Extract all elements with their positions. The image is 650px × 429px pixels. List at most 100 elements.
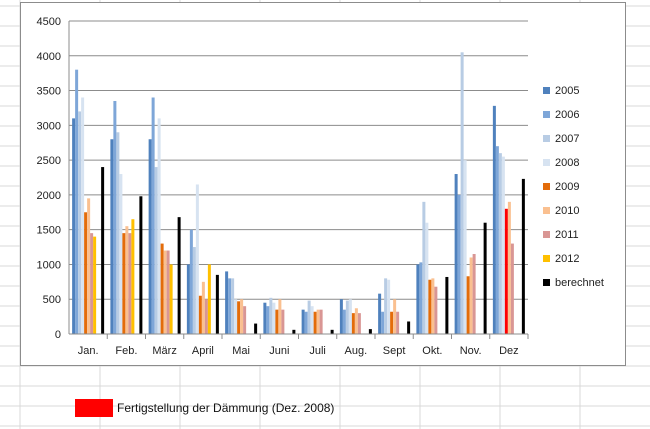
bar (387, 279, 391, 334)
note-text: Fertigstellung der Dämmung (Dez. 2008) (117, 401, 335, 415)
bar (151, 97, 155, 334)
bar (275, 309, 279, 334)
x-tick-label: Juli (309, 345, 326, 357)
bar (215, 274, 219, 334)
bar (166, 250, 170, 334)
bar (460, 52, 464, 335)
x-tick-label: Aug. (345, 345, 368, 357)
bar (254, 323, 258, 334)
bar (339, 299, 343, 334)
legend-swatch (543, 255, 550, 262)
legend-swatch (543, 87, 550, 94)
bar (84, 212, 88, 334)
bar (122, 233, 126, 334)
bar (422, 201, 426, 334)
y-tick-label: 3500 (37, 86, 61, 98)
bar (231, 278, 235, 334)
bar (266, 306, 270, 334)
bar (281, 309, 285, 334)
x-tick-label: März (152, 345, 176, 357)
bar (378, 293, 382, 334)
legend-label: 2012 (555, 253, 579, 265)
bar (201, 281, 205, 334)
bar (393, 299, 397, 334)
bar (189, 229, 193, 334)
x-tick-label: Jan. (78, 345, 99, 357)
bar (163, 250, 167, 334)
bar (431, 278, 435, 334)
bar (466, 276, 470, 334)
bar (225, 271, 229, 334)
bar (307, 300, 311, 334)
bar (316, 309, 320, 334)
bar (75, 69, 79, 334)
bar (390, 311, 394, 334)
bar (330, 329, 334, 334)
bar (78, 111, 82, 334)
bar (463, 160, 467, 334)
bar (483, 222, 487, 334)
bar (113, 100, 117, 334)
x-tick-label: Feb. (115, 345, 137, 357)
bar (177, 217, 181, 334)
bar (510, 243, 514, 334)
bar (498, 153, 502, 334)
legend-swatch (543, 159, 550, 166)
bar (357, 313, 361, 334)
x-tick-label: Mai (232, 345, 250, 357)
bar (263, 302, 267, 334)
bar (237, 301, 241, 334)
x-tick-label: Dez (499, 345, 519, 357)
x-tick-label: Sept (383, 345, 406, 357)
bar (472, 254, 476, 334)
bar (292, 329, 296, 334)
bar (128, 233, 132, 334)
bar (269, 297, 273, 334)
bar (304, 311, 308, 334)
bar (501, 156, 505, 334)
bar (90, 233, 94, 334)
bar (428, 279, 432, 334)
bar (116, 132, 120, 334)
bar (93, 236, 97, 334)
legend-label: 2009 (555, 181, 579, 193)
legend-label: berechnet (555, 277, 604, 289)
bar (110, 139, 114, 334)
bar (240, 299, 244, 334)
bar (492, 105, 496, 334)
bar-chart: 0 500 1000 1500 2000 2500 3000 3500 4000 4500 Jan.… (37, 16, 604, 357)
bar (434, 286, 438, 334)
bar (101, 167, 105, 334)
bar (319, 309, 323, 334)
bar (243, 306, 247, 334)
legend-swatch (543, 279, 550, 286)
legend-note: Fertigstellung der Dämmung (Dez. 2008) (75, 398, 334, 418)
bar (157, 118, 161, 334)
bar (342, 309, 346, 334)
bar (272, 302, 276, 334)
y-tick-label: 2000 (37, 190, 61, 202)
bar (445, 276, 449, 334)
bar (148, 139, 152, 334)
bar (154, 167, 158, 334)
bar (198, 295, 202, 334)
legend-swatch (543, 231, 550, 238)
bar (204, 299, 208, 334)
y-tick-label: 500 (43, 294, 61, 306)
bar (368, 329, 372, 334)
bar (381, 311, 385, 334)
x-tick-label: Juni (269, 345, 289, 357)
bar (310, 306, 314, 334)
bar (457, 194, 461, 334)
bar (87, 198, 91, 334)
bar (407, 321, 411, 334)
bar (507, 201, 511, 334)
y-tick-label: 4000 (37, 51, 61, 63)
bar (425, 222, 429, 334)
bar (504, 208, 508, 334)
y-tick-label: 4500 (37, 16, 61, 28)
chart-area[interactable]: 0 500 1000 1500 2000 2500 3000 3500 4000 4500 Jan.… (20, 2, 626, 366)
bar (125, 226, 129, 334)
bar (454, 174, 458, 334)
bar (351, 313, 355, 334)
